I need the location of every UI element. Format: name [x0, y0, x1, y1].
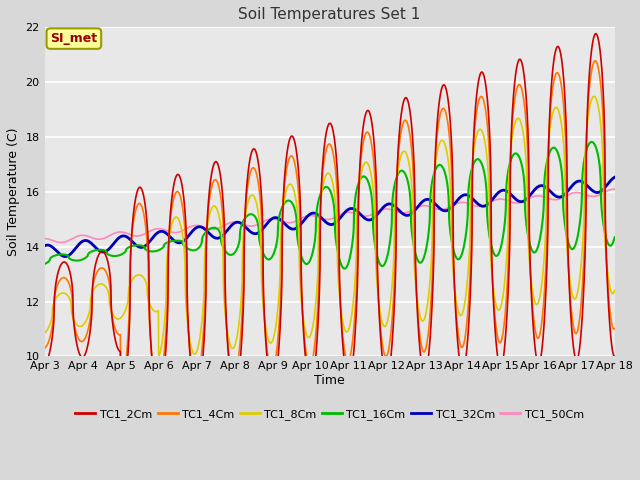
TC1_2Cm [577, 339, 584, 345]
Line: TC1_4Cm: TC1_4Cm [45, 61, 614, 388]
TC1_50Cm [200, 224, 207, 230]
TC1_50Cm [41, 236, 49, 241]
TC1_4Cm [611, 326, 618, 332]
TC1_4Cm [577, 310, 584, 316]
TC1_32Cm [61, 253, 69, 259]
TC1_4Cm [200, 323, 207, 329]
TC1_2Cm [611, 354, 618, 360]
TC1_16Cm [588, 139, 595, 145]
TC1_8Cm [359, 165, 367, 170]
TC1_16Cm [346, 252, 354, 258]
TC1_16Cm [611, 235, 618, 240]
TC1_50Cm [57, 240, 65, 245]
TC1_16Cm [577, 216, 584, 222]
Line: TC1_8Cm: TC1_8Cm [45, 96, 614, 357]
TC1_8Cm [611, 288, 618, 293]
TC1_32Cm [41, 243, 49, 249]
TC1_8Cm [41, 330, 49, 336]
TC1_4Cm [41, 345, 49, 351]
TC1_2Cm [495, 363, 503, 369]
TC1_8Cm [346, 320, 354, 326]
TC1_2Cm [117, 401, 125, 407]
TC1_4Cm [591, 58, 599, 64]
TC1_50Cm [577, 190, 584, 196]
TC1_4Cm [561, 115, 568, 120]
TC1_50Cm [611, 186, 618, 192]
TC1_2Cm [41, 360, 49, 366]
Y-axis label: Soil Temperature (C): Soil Temperature (C) [7, 128, 20, 256]
TC1_16Cm [359, 174, 367, 180]
TC1_16Cm [41, 261, 49, 267]
TC1_2Cm [359, 128, 367, 133]
TC1_8Cm [155, 354, 163, 360]
TC1_32Cm [359, 214, 367, 219]
TC1_4Cm [117, 385, 125, 391]
TC1_50Cm [359, 213, 367, 219]
TC1_8Cm [590, 94, 598, 99]
TC1_50Cm [611, 186, 618, 192]
TC1_16Cm [561, 218, 568, 224]
TC1_4Cm [346, 353, 354, 359]
TC1_2Cm [592, 31, 600, 36]
TC1_32Cm [495, 189, 503, 194]
TC1_8Cm [561, 156, 568, 161]
X-axis label: Time: Time [314, 374, 345, 387]
TC1_32Cm [346, 206, 354, 212]
TC1_8Cm [200, 294, 207, 300]
TC1_16Cm [200, 232, 207, 238]
Line: TC1_50Cm: TC1_50Cm [45, 189, 614, 242]
TC1_16Cm [340, 266, 348, 272]
TC1_32Cm [577, 178, 584, 184]
TC1_32Cm [611, 174, 618, 180]
TC1_4Cm [359, 142, 367, 148]
TC1_32Cm [200, 226, 207, 231]
Text: SI_met: SI_met [51, 32, 97, 45]
TC1_2Cm [561, 87, 568, 93]
TC1_8Cm [577, 270, 584, 276]
TC1_2Cm [346, 376, 354, 382]
TC1_2Cm [200, 341, 207, 347]
Line: TC1_16Cm: TC1_16Cm [45, 142, 614, 269]
TC1_50Cm [561, 194, 568, 200]
TC1_16Cm [495, 249, 503, 254]
Line: TC1_2Cm: TC1_2Cm [45, 34, 614, 404]
TC1_4Cm [495, 340, 503, 346]
TC1_32Cm [561, 192, 568, 198]
TC1_8Cm [495, 307, 503, 312]
Legend: TC1_2Cm, TC1_4Cm, TC1_8Cm, TC1_16Cm, TC1_32Cm, TC1_50Cm: TC1_2Cm, TC1_4Cm, TC1_8Cm, TC1_16Cm, TC1… [71, 405, 588, 425]
TC1_50Cm [495, 196, 503, 202]
TC1_50Cm [346, 209, 354, 215]
Title: Soil Temperatures Set 1: Soil Temperatures Set 1 [239, 7, 421, 22]
Line: TC1_32Cm: TC1_32Cm [45, 177, 614, 256]
